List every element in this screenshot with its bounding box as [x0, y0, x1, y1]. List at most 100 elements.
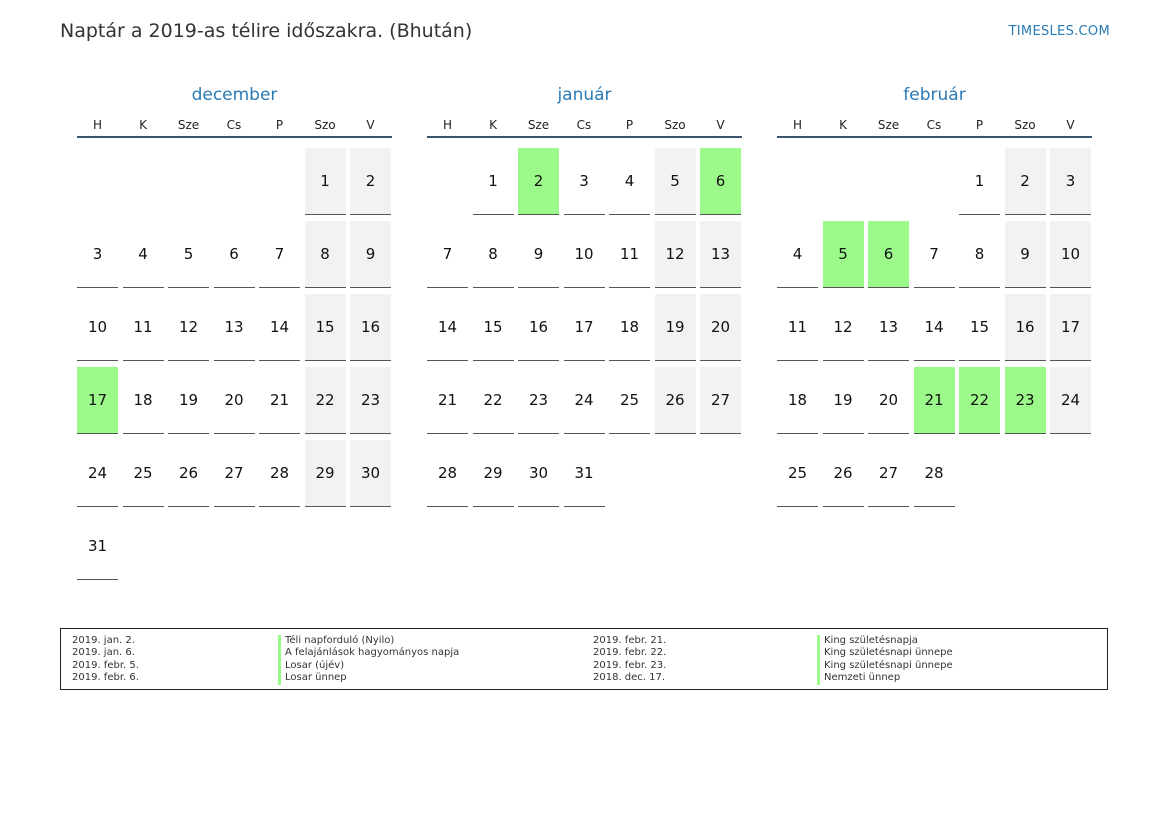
day-cell[interactable]: 13 — [700, 221, 741, 288]
day-cell[interactable]: 20 — [868, 367, 909, 434]
day-cell[interactable]: 17 — [563, 294, 605, 361]
day-cell[interactable]: 21 — [427, 367, 468, 434]
day-cell[interactable]: 23 — [350, 367, 391, 434]
day-cell[interactable]: 10 — [1050, 221, 1091, 288]
day-cell[interactable]: 22 — [472, 367, 514, 434]
day-cell[interactable]: 24 — [1050, 367, 1091, 434]
day-cell[interactable]: 12 — [654, 221, 696, 288]
day-cell[interactable]: 3 — [563, 148, 605, 215]
day-cell[interactable]: 11 — [122, 294, 164, 361]
day-cell[interactable]: 8 — [304, 221, 346, 288]
day-cell[interactable]: 4 — [609, 148, 650, 215]
day-cell[interactable]: 24 — [563, 367, 605, 434]
day-cell[interactable]: 15 — [304, 294, 346, 361]
day-cell[interactable]: 1 — [304, 148, 346, 215]
day-cell[interactable]: 31 — [563, 440, 605, 507]
day-cell[interactable]: 7 — [259, 221, 300, 288]
day-cell[interactable]: 2 — [1004, 148, 1046, 215]
day-cell[interactable]: 22 — [959, 367, 1000, 434]
day-cell[interactable]: 20 — [700, 294, 741, 361]
day-cell[interactable]: 16 — [350, 294, 391, 361]
day-cell[interactable]: 24 — [77, 440, 118, 507]
day-cell[interactable]: 9 — [1004, 221, 1046, 288]
day-cell[interactable]: 5 — [654, 148, 696, 215]
legend-holiday-name: A felajánlások hagyományos napja — [278, 647, 459, 660]
legend-holiday-name: Losar ünnep — [278, 672, 347, 685]
day-cell[interactable]: 9 — [350, 221, 391, 288]
day-cell[interactable]: 4 — [122, 221, 164, 288]
day-cell[interactable]: 23 — [1004, 367, 1046, 434]
day-cell[interactable]: 29 — [472, 440, 514, 507]
day-cell[interactable]: 11 — [777, 294, 818, 361]
day-cell[interactable]: 5 — [168, 221, 209, 288]
day-cell[interactable]: 8 — [959, 221, 1000, 288]
day-cell[interactable]: 16 — [518, 294, 559, 361]
day-cell[interactable]: 17 — [1050, 294, 1091, 361]
day-cell[interactable]: 30 — [350, 440, 391, 507]
day-cell[interactable]: 7 — [427, 221, 468, 288]
day-cell[interactable]: 20 — [213, 367, 255, 434]
day-cell[interactable]: 31 — [77, 513, 118, 580]
day-cell[interactable]: 28 — [259, 440, 300, 507]
day-cell[interactable]: 28 — [913, 440, 955, 507]
day-cell[interactable]: 27 — [868, 440, 909, 507]
day-cell[interactable]: 29 — [304, 440, 346, 507]
day-cell[interactable]: 26 — [654, 367, 696, 434]
day-cell[interactable]: 9 — [518, 221, 559, 288]
month-name: február — [903, 85, 966, 105]
weekday-label: Sze — [177, 118, 200, 132]
day-cell[interactable]: 1 — [959, 148, 1000, 215]
day-cell[interactable]: 30 — [518, 440, 559, 507]
day-cell[interactable]: 21 — [913, 367, 955, 434]
day-cell[interactable]: 18 — [122, 367, 164, 434]
day-cell[interactable]: 6 — [213, 221, 255, 288]
day-cell[interactable]: 17 — [77, 367, 118, 434]
day-cell[interactable]: 25 — [777, 440, 818, 507]
legend-date: 2019. febr. 5. — [72, 659, 139, 671]
day-cell[interactable]: 7 — [913, 221, 955, 288]
day-cell[interactable]: 6 — [868, 221, 909, 288]
day-cell[interactable]: 5 — [822, 221, 864, 288]
day-cell[interactable]: 12 — [168, 294, 209, 361]
day-cell[interactable]: 19 — [822, 367, 864, 434]
weekday-label: H — [792, 118, 803, 132]
day-cell[interactable]: 25 — [609, 367, 650, 434]
day-cell[interactable]: 16 — [1004, 294, 1046, 361]
day-cell[interactable]: 26 — [168, 440, 209, 507]
legend-holiday-name: Nemzeti ünnep — [817, 672, 900, 685]
day-cell[interactable]: 18 — [609, 294, 650, 361]
day-cell[interactable]: 13 — [213, 294, 255, 361]
day-cell[interactable]: 2 — [350, 148, 391, 215]
day-cell[interactable]: 28 — [427, 440, 468, 507]
day-cell[interactable]: 1 — [472, 148, 514, 215]
day-cell[interactable]: 14 — [427, 294, 468, 361]
day-cell[interactable]: 10 — [563, 221, 605, 288]
day-cell[interactable]: 19 — [168, 367, 209, 434]
day-cell[interactable]: 26 — [822, 440, 864, 507]
day-cell[interactable]: 3 — [77, 221, 118, 288]
day-cell[interactable]: 11 — [609, 221, 650, 288]
day-cell[interactable]: 13 — [868, 294, 909, 361]
day-cell[interactable]: 6 — [700, 148, 741, 215]
day-cell[interactable]: 12 — [822, 294, 864, 361]
day-cell[interactable]: 27 — [700, 367, 741, 434]
site-link[interactable]: TIMESLES.COM — [1008, 24, 1110, 39]
day-cell[interactable]: 2 — [518, 148, 559, 215]
day-cell[interactable]: 27 — [213, 440, 255, 507]
day-cell[interactable]: 10 — [77, 294, 118, 361]
day-cell[interactable]: 19 — [654, 294, 696, 361]
weekday-label: P — [625, 118, 634, 132]
day-cell[interactable]: 14 — [259, 294, 300, 361]
day-cell[interactable]: 22 — [304, 367, 346, 434]
day-cell[interactable]: 25 — [122, 440, 164, 507]
day-cell[interactable]: 15 — [472, 294, 514, 361]
day-cell[interactable]: 8 — [472, 221, 514, 288]
day-cell[interactable]: 14 — [913, 294, 955, 361]
day-cell[interactable]: 4 — [777, 221, 818, 288]
day-cell[interactable]: 18 — [777, 367, 818, 434]
day-cell[interactable]: 15 — [959, 294, 1000, 361]
day-cell[interactable]: 21 — [259, 367, 300, 434]
day-cell[interactable]: 23 — [518, 367, 559, 434]
weekday-label: V — [366, 118, 375, 132]
day-cell[interactable]: 3 — [1050, 148, 1091, 215]
